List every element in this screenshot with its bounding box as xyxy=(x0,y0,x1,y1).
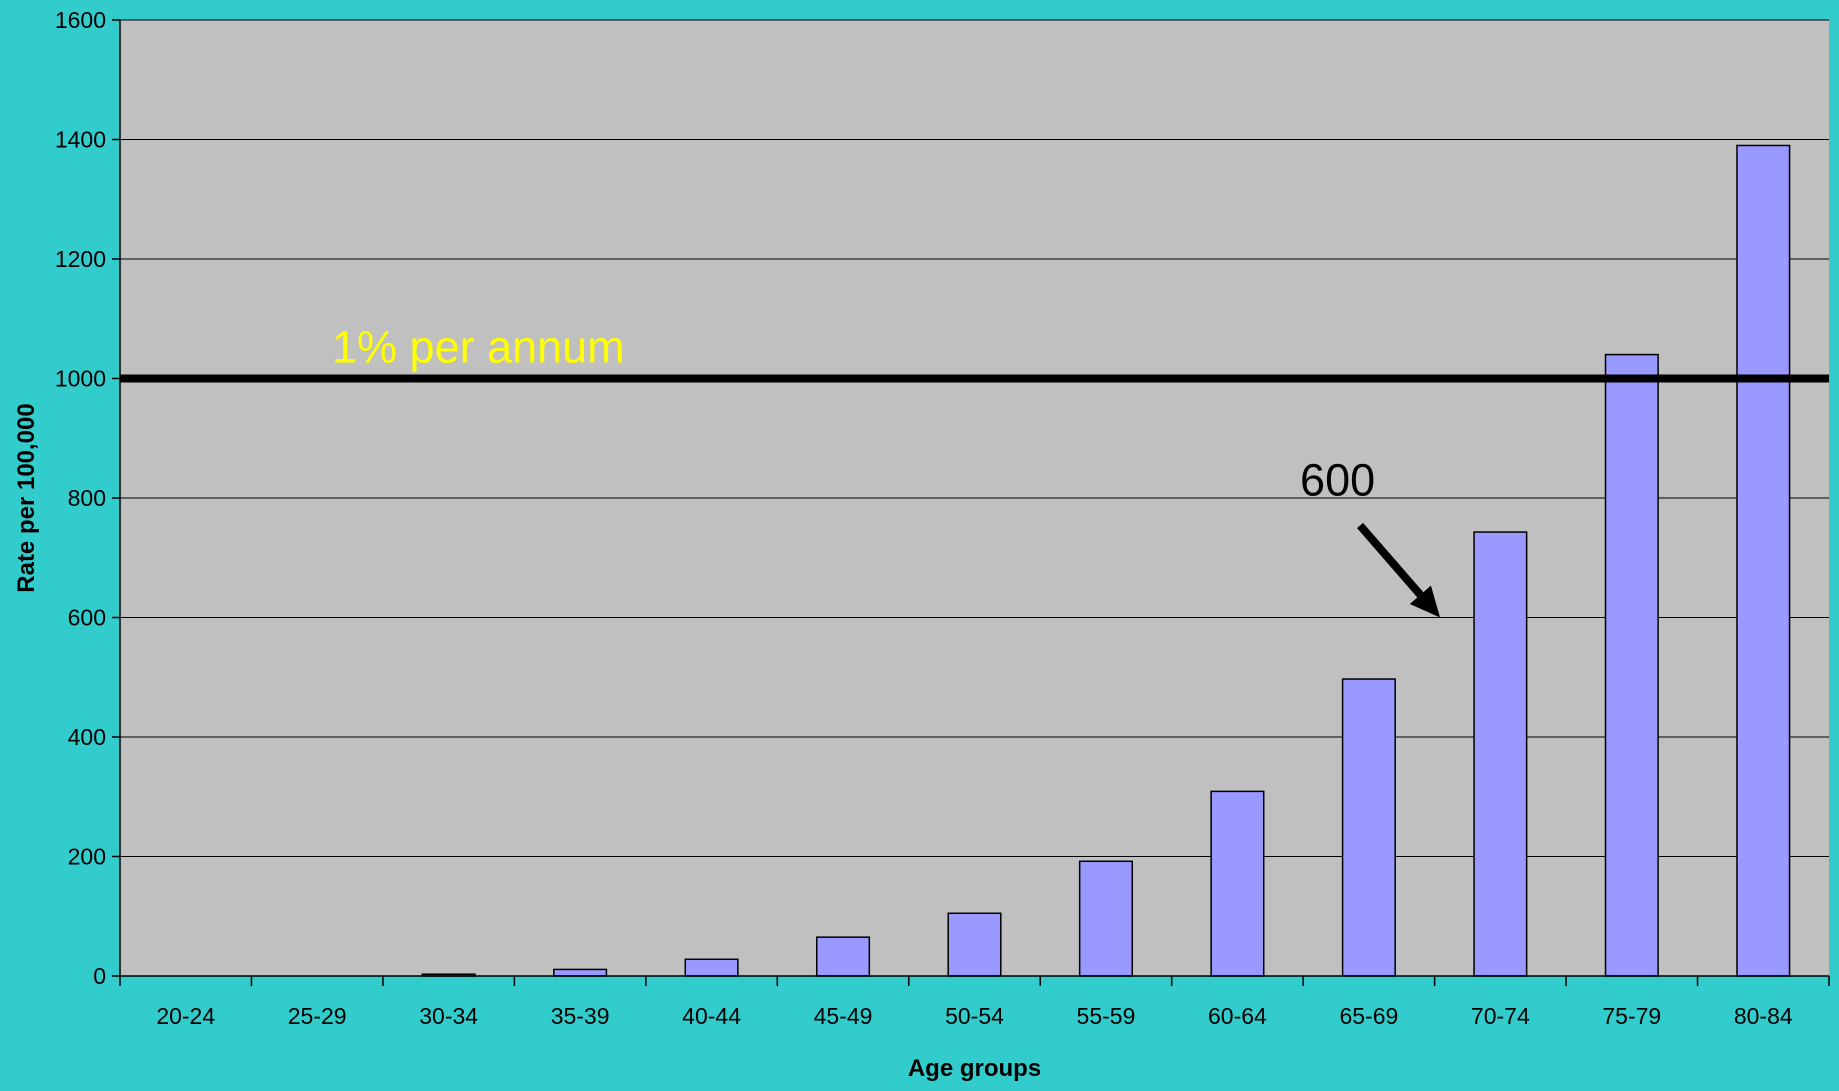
axes xyxy=(112,19,1830,986)
x-tick-label: 80-84 xyxy=(1734,1003,1793,1029)
gridlines xyxy=(120,19,1829,857)
annotation-600-label: 600 xyxy=(1300,455,1375,506)
x-tick-label: 45-49 xyxy=(814,1003,873,1029)
annotation-arrow-icon xyxy=(1357,522,1441,618)
y-tick-label: 0 xyxy=(93,963,106,989)
x-tick-label: 60-64 xyxy=(1208,1003,1267,1029)
bar-50-54 xyxy=(947,912,1002,977)
bar-65-69 xyxy=(1341,678,1396,977)
bar-75-79 xyxy=(1604,353,1659,977)
y-tick-labels: 0 200 400 600 800 1000 1200 1400 1600 xyxy=(55,7,106,989)
bar-55-59 xyxy=(1078,860,1134,977)
bar-35-39 xyxy=(553,968,608,977)
annotation-arrow-shaft xyxy=(1357,522,1424,598)
y-tick-label: 1200 xyxy=(55,246,106,272)
bar-45-49 xyxy=(815,936,871,977)
x-tick-label: 20-24 xyxy=(156,1003,215,1029)
reference-line-label: 1% per annum xyxy=(332,322,625,373)
bars xyxy=(421,144,1791,977)
y-tick-label: 1000 xyxy=(55,366,106,392)
x-tick-label: 40-44 xyxy=(682,1003,741,1029)
y-axis-title: Rate per 100,000 xyxy=(13,403,40,592)
x-tick-label: 55-59 xyxy=(1077,1003,1136,1029)
x-tick-label: 30-34 xyxy=(419,1003,478,1029)
x-tick-labels: 20-24 25-29 30-34 35-39 40-44 45-49 50-54 55-59… xyxy=(156,1003,1793,1029)
annotation-arrow-head xyxy=(1409,585,1441,618)
y-tick-label: 200 xyxy=(68,844,106,870)
x-axis-title: Age groups xyxy=(908,1055,1041,1082)
bar-70-74 xyxy=(1473,531,1528,977)
x-tick-label: 65-69 xyxy=(1339,1003,1398,1029)
y-tick-label: 600 xyxy=(68,605,106,631)
y-tick-label: 1600 xyxy=(55,7,106,33)
x-tick-label: 70-74 xyxy=(1471,1003,1530,1029)
x-tick-label: 25-29 xyxy=(288,1003,347,1029)
bar-60-64 xyxy=(1210,790,1265,977)
bar-40-44 xyxy=(684,958,739,977)
bar-80-84 xyxy=(1736,144,1791,977)
x-tick-label: 75-79 xyxy=(1602,1003,1661,1029)
y-tick-label: 800 xyxy=(68,485,106,511)
x-tick-label: 35-39 xyxy=(551,1003,610,1029)
x-tick-label: 50-54 xyxy=(945,1003,1004,1029)
y-tick-label: 400 xyxy=(68,724,106,750)
y-tick-label: 1400 xyxy=(55,127,106,153)
